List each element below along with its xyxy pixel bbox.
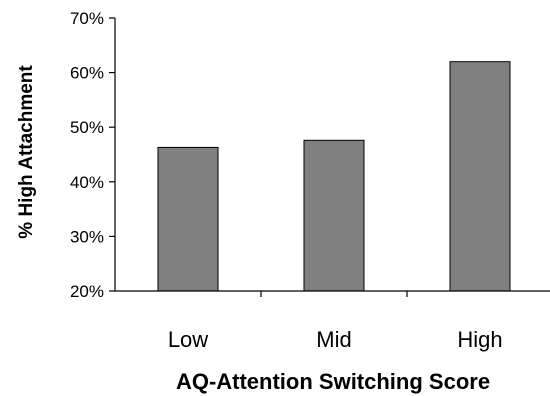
bar-high <box>449 61 511 292</box>
bars-layer <box>157 61 511 292</box>
y-tick-label: 50% <box>70 118 104 137</box>
y-tick-label: 40% <box>70 173 104 192</box>
y-axis-title: % High Attachment <box>16 65 37 239</box>
y-tick-label: 70% <box>70 9 104 28</box>
x-tick-label-mid: Mid <box>316 327 351 352</box>
y-tick-label: 30% <box>70 227 104 246</box>
bar-mid <box>303 139 365 292</box>
x-ticks-layer: Low Mid High <box>168 291 503 352</box>
x-tick-label-high: High <box>457 327 502 352</box>
y-ticks-layer: 20% 30% 40% 50% 60% 70% <box>70 9 115 301</box>
y-tick-label: 60% <box>70 64 104 83</box>
axes-layer <box>114 18 550 292</box>
x-tick-label-low: Low <box>168 327 208 352</box>
bar-low <box>157 146 219 292</box>
y-tick-label: 20% <box>70 282 104 301</box>
x-axis-title: AQ-Attention Switching Score <box>176 369 490 394</box>
